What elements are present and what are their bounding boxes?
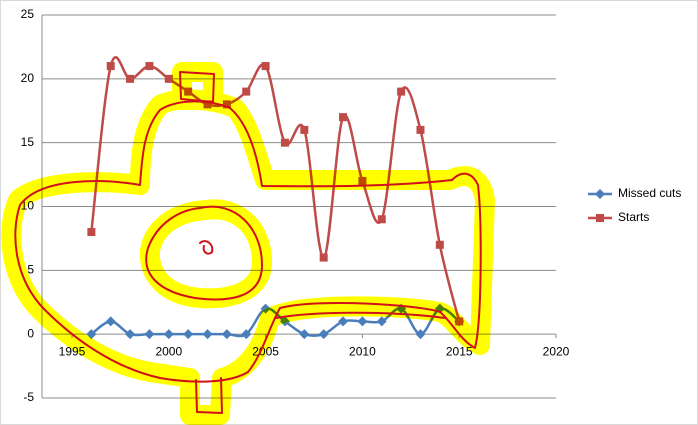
y-tick-label: 20 — [21, 71, 35, 85]
marker — [126, 74, 135, 83]
y-tick-label: -5 — [23, 390, 34, 404]
marker — [87, 228, 96, 237]
marker — [416, 125, 425, 134]
marker — [183, 329, 194, 340]
marker — [144, 329, 155, 340]
y-tick-label: 0 — [27, 326, 34, 340]
x-tick-label: 2020 — [543, 344, 570, 358]
pen-stroke — [14, 100, 482, 383]
marker — [435, 240, 444, 249]
marker — [202, 329, 213, 340]
pen-stroke — [195, 377, 223, 414]
pen-stroke — [199, 240, 214, 255]
pen-stroke — [275, 311, 446, 319]
marker — [376, 316, 387, 327]
marker — [242, 87, 251, 96]
marker — [299, 329, 310, 340]
marker — [339, 113, 348, 122]
marker — [145, 62, 154, 71]
marker — [319, 253, 328, 262]
pen-stroke — [145, 205, 263, 301]
y-tick-label: 25 — [21, 7, 35, 21]
marker — [397, 87, 406, 96]
marker — [280, 138, 289, 147]
marker — [415, 329, 426, 340]
marker — [163, 329, 174, 340]
marker — [595, 189, 605, 199]
y-tick-label: 15 — [21, 135, 35, 149]
marker — [105, 316, 116, 327]
marker — [338, 316, 349, 327]
marker — [318, 329, 329, 340]
y-tick-label: 5 — [27, 263, 34, 277]
marker — [300, 125, 309, 134]
marker — [596, 214, 604, 222]
doodle — [1, 62, 495, 425]
marker — [357, 316, 368, 327]
marker — [106, 62, 115, 71]
legend-label: Starts — [618, 210, 649, 224]
legend-label: Missed cuts — [618, 186, 681, 200]
marker — [241, 329, 252, 340]
marker — [221, 329, 232, 340]
marker — [261, 62, 270, 71]
marker — [377, 215, 386, 224]
x-tick-label: 2010 — [349, 344, 376, 358]
highlight — [1, 89, 495, 425]
marker — [125, 329, 136, 340]
x-tick-label: 2000 — [155, 344, 182, 358]
pen-stroke — [179, 71, 215, 103]
marker — [164, 74, 173, 83]
